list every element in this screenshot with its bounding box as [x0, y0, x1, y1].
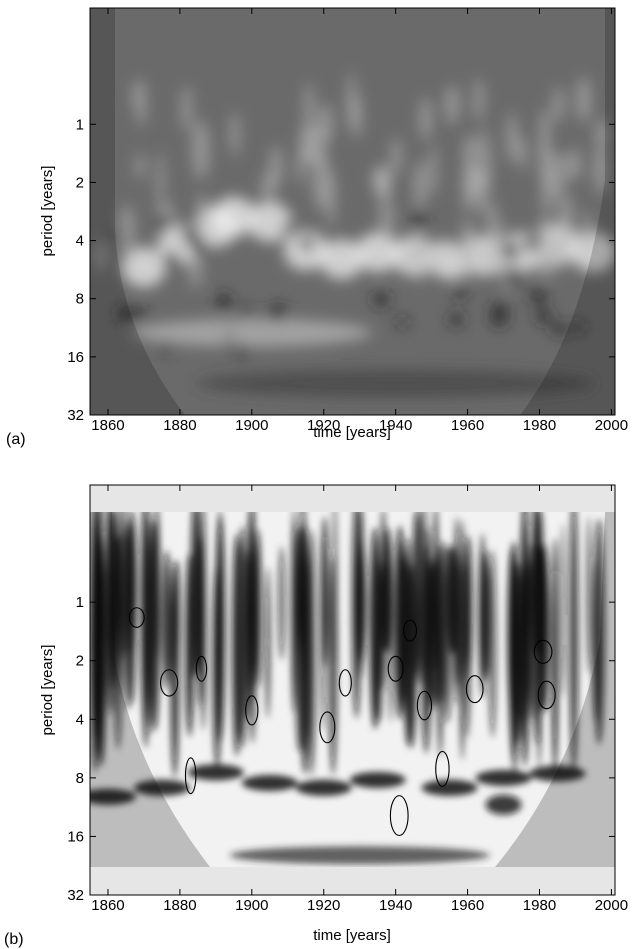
significance-contour — [465, 675, 484, 704]
panel-b-xtick-label: 1860 — [91, 897, 124, 914]
significance-contour — [403, 619, 417, 642]
panel-b-heatmap — [90, 485, 615, 895]
panel-a-ytick-label: 4 — [76, 233, 84, 250]
panel-b-xtick-label: 1880 — [163, 897, 196, 914]
panel-b-ytick-label: 2 — [76, 653, 84, 670]
panel-b-contours — [128, 607, 556, 837]
significance-contour — [159, 669, 179, 697]
significance-contour — [389, 795, 409, 837]
panel-b-ytick-label: 8 — [76, 770, 84, 787]
panel-b-frame — [89, 484, 616, 896]
panel-a-ylabel: period [years] — [39, 166, 56, 257]
panel-b-label: (b) — [4, 931, 24, 948]
panel-a-ytick-label: 16 — [67, 349, 84, 366]
panel-a-xtick-label: 2000 — [595, 417, 628, 434]
significance-contour — [387, 655, 404, 682]
panel-b-xtick-label: 2000 — [595, 897, 628, 914]
significance-contour — [128, 607, 145, 628]
panel-a-xtick-label: 1880 — [163, 417, 196, 434]
panel-a-xlabel: time [years] — [313, 424, 391, 441]
panel-b-xlabel: time [years] — [313, 927, 391, 944]
significance-contour — [184, 757, 197, 795]
panel-a-xtick-label: 1940 — [379, 417, 412, 434]
panel-a-frame — [89, 7, 616, 416]
panel-a-xtick-label: 1920 — [307, 417, 340, 434]
panel-b-xtick-label: 1920 — [307, 897, 340, 914]
panel-a-ytick-label: 8 — [76, 291, 84, 308]
panel-a-ytick-label: 1 — [76, 116, 84, 133]
significance-contour — [537, 680, 556, 710]
panel-b-coi — [90, 512, 210, 867]
panel-a-xtick-label: 1900 — [235, 417, 268, 434]
significance-contour — [245, 695, 259, 726]
significance-contour — [319, 711, 336, 744]
panel-a: 1860 1880 1900 1920 1940 1960 1980 2000 1 2 4 8 16 32… — [6, 7, 628, 448]
panel-b-xtick-label: 1940 — [379, 897, 412, 914]
panel-a-heatmap — [90, 8, 615, 415]
panel-b-xtick-label: 1980 — [523, 897, 556, 914]
panel-b: 1860 1880 1900 1920 1940 1960 1980 2000 1 2 4 8 16 32… — [4, 484, 628, 948]
panel-a-coi — [90, 8, 185, 415]
significance-contour — [416, 690, 433, 721]
panel-a-ytick-label: 2 — [76, 174, 84, 191]
significance-contour — [533, 639, 553, 664]
panel-a-xtick-label: 1860 — [91, 417, 124, 434]
panel-b-ytick-label: 32 — [67, 887, 84, 904]
panel-a-xtick-label: 1960 — [451, 417, 484, 434]
panel-b-ytick-label: 4 — [76, 711, 84, 728]
panel-a-ytick-label: 32 — [67, 407, 84, 424]
significance-contour — [435, 750, 450, 788]
panel-b-ytick-label: 1 — [76, 594, 84, 611]
significance-contour — [338, 669, 352, 697]
significance-contour — [195, 655, 208, 682]
panel-b-ytick-label: 16 — [67, 828, 84, 845]
panel-b-xtick-label: 1960 — [451, 897, 484, 914]
panel-b-xtick-label: 1900 — [235, 897, 268, 914]
panel-b-ylabel: period [years] — [39, 645, 56, 736]
panel-a-xtick-label: 1980 — [523, 417, 556, 434]
panel-a-label: (a) — [6, 431, 26, 448]
